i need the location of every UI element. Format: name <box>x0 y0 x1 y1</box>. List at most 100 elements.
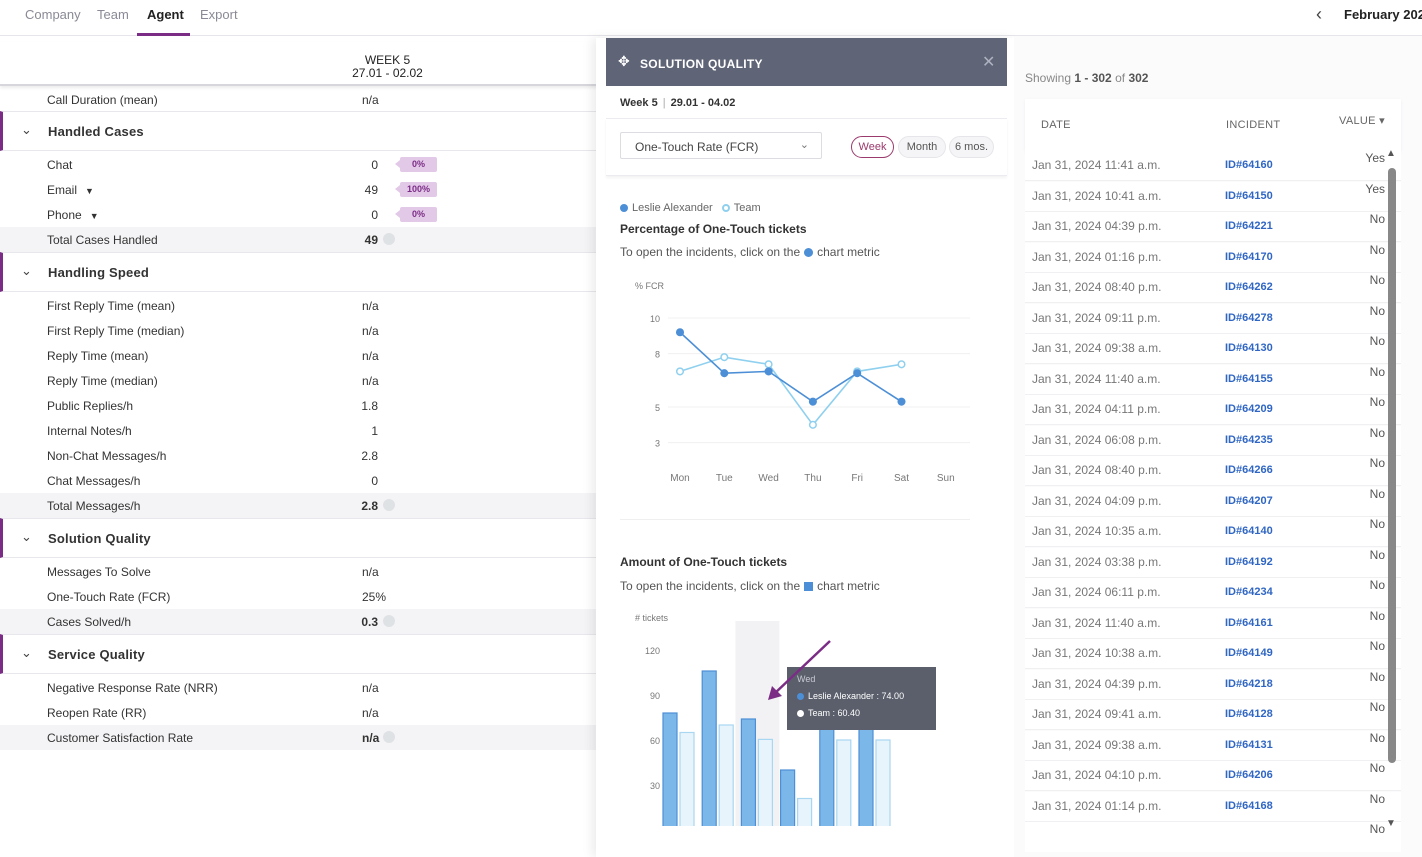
incident-id-link[interactable]: ID#64140 <box>1225 525 1273 537</box>
metric-row: Chat 0 0% <box>0 152 600 177</box>
section-header[interactable]: ⌄ Solution Quality <box>0 518 600 558</box>
table-row[interactable]: Jan 31, 2024 01:16 p.m. ID#64170 No <box>1025 242 1401 273</box>
period-week-button[interactable]: Week <box>851 136 894 158</box>
table-row[interactable]: Jan 31, 2024 10:35 a.m. ID#64140 No <box>1025 517 1401 547</box>
table-row[interactable]: Jan 31, 2024 04:10 p.m. ID#64206 No <box>1025 761 1401 791</box>
incident-id-link[interactable]: ID#64192 <box>1225 555 1273 568</box>
incident-id-link[interactable]: ID#64155 <box>1225 372 1273 385</box>
incident-id-link[interactable]: ID#64209 <box>1225 403 1273 415</box>
tab-agent[interactable]: Agent <box>147 7 184 22</box>
incident-value: No <box>1369 517 1385 531</box>
chevron-left-icon[interactable]: ‹ <box>1316 4 1322 24</box>
column-value[interactable]: VALUE ▾ <box>1339 115 1385 127</box>
bar-chart[interactable]: # tickets0306090120MonTueWedThuFriSatSun <box>620 606 980 826</box>
chevron-down-icon[interactable]: ⌄ <box>21 263 32 278</box>
metric-value: n/a <box>362 706 379 720</box>
caret-down-icon[interactable]: ▼ <box>89 211 99 221</box>
table-row[interactable]: Jan 31, 2024 09:11 p.m. ID#64278 No <box>1025 303 1401 334</box>
legend-team[interactable]: Team <box>733 202 761 214</box>
table-row[interactable]: Jan 31, 2024 04:11 p.m. ID#64209 No <box>1025 395 1401 425</box>
chevron-down-icon[interactable]: ⌄ <box>21 122 32 137</box>
table-row[interactable]: Jan 31, 2024 01:14 p.m. ID#64168 No <box>1025 791 1401 822</box>
incident-id-link[interactable]: ID#64150 <box>1225 189 1273 202</box>
tab-company[interactable]: Company <box>25 7 81 22</box>
table-row[interactable]: Jan 31, 2024 08:40 p.m. ID#64266 No <box>1025 456 1401 486</box>
table-row[interactable]: Jan 31, 2024 11:41 a.m. ID#64160 Yes <box>1025 151 1401 181</box>
incident-id-link[interactable]: ID#64131 <box>1225 738 1273 751</box>
caret-down-icon[interactable]: ▼ <box>85 186 94 196</box>
table-row[interactable]: Jan 31, 2024 06:11 p.m. ID#64234 No <box>1025 578 1401 608</box>
tab-export[interactable]: Export <box>200 7 238 22</box>
table-row[interactable]: Jan 31, 2024 09:38 a.m. ID#64131 No <box>1025 730 1401 761</box>
incident-id-link[interactable]: ID#64161 <box>1225 616 1273 629</box>
chevron-down-icon[interactable]: ⌄ <box>21 645 32 660</box>
metric-value: 1 <box>371 424 378 438</box>
incident-id-link[interactable]: ID#64149 <box>1225 647 1273 659</box>
table-row[interactable]: Jan 31, 2024 03:38 p.m. ID#64192 No <box>1025 547 1401 578</box>
table-row[interactable]: Jan 31, 2024 11:40 a.m. ID#64161 No <box>1025 608 1401 639</box>
incident-id-link[interactable]: ID#64170 <box>1225 250 1273 263</box>
incident-id-link[interactable]: ID#64235 <box>1225 433 1273 446</box>
incident-id-link[interactable]: ID#64206 <box>1225 769 1273 781</box>
chevron-down-icon[interactable]: ⌄ <box>21 529 32 544</box>
table-row[interactable]: Jan 31, 2024 10:38 a.m. ID#64149 No <box>1025 639 1401 669</box>
table-row[interactable]: Jan 31, 2024 06:08 p.m. ID#64235 No <box>1025 425 1401 456</box>
incident-value: No <box>1369 212 1385 226</box>
incident-id-link[interactable]: ID#64234 <box>1225 586 1273 598</box>
y-axis-label: % FCR <box>635 281 665 291</box>
close-icon[interactable]: ✕ <box>982 54 996 71</box>
period-month-button[interactable]: Month <box>898 136 946 158</box>
metric-value: n/a <box>362 299 379 313</box>
incident-id-link[interactable]: ID#64266 <box>1225 464 1273 476</box>
table-row[interactable]: Jan 31, 2024 04:09 p.m. ID#64207 No <box>1025 486 1401 517</box>
metric-value: 25% <box>362 590 387 604</box>
column-incident[interactable]: INCIDENT <box>1226 119 1281 131</box>
section-header[interactable]: ⌄ Service Quality <box>0 634 600 674</box>
table-row[interactable]: Jan 31, 2024 04:39 p.m. ID#64218 No <box>1025 669 1401 700</box>
section-header[interactable]: ⌄ Handling Speed <box>0 252 600 292</box>
share-badge: 100% <box>395 182 437 197</box>
scroll-up-icon[interactable]: ▲ <box>1386 148 1396 159</box>
incident-value: No <box>1369 273 1385 287</box>
legend-agent[interactable]: Leslie Alexander <box>632 202 713 214</box>
table-row[interactable]: Jan 31, 2024 09:38 a.m. ID#64130 No <box>1025 334 1401 364</box>
incident-value: No <box>1369 334 1385 348</box>
scrollbar-thumb[interactable] <box>1388 168 1396 763</box>
move-icon[interactable]: ✥ <box>618 53 630 69</box>
table-row[interactable]: Jan 31, 2024 10:41 a.m. ID#64150 Yes <box>1025 181 1401 212</box>
data-point <box>764 360 773 369</box>
incident-id-link[interactable]: ID#64160 <box>1225 159 1273 171</box>
modal-header[interactable]: ✥ SOLUTION QUALITY ✕ <box>606 38 1007 86</box>
metric-value: n/a <box>362 349 379 363</box>
table-row[interactable]: Jan 31, 2024 11:40 a.m. ID#64155 No <box>1025 364 1401 395</box>
period-6mos-button[interactable]: 6 mos. <box>949 136 994 158</box>
incident-date: Jan 31, 2024 09:38 a.m. <box>1032 341 1162 355</box>
column-date[interactable]: DATE <box>1041 119 1071 131</box>
table-row[interactable]: Jan 31, 2024 08:40 p.m. ID#64262 No <box>1025 273 1401 303</box>
metric-label: Reply Time (median) <box>47 374 158 388</box>
metric-label: Reopen Rate (RR) <box>47 706 147 720</box>
incident-id-link[interactable]: ID#64262 <box>1225 281 1273 293</box>
section-header[interactable]: ⌄ Handled Cases <box>0 111 600 151</box>
scroll-down-icon[interactable]: ▼ <box>1386 818 1396 829</box>
tab-team[interactable]: Team <box>97 7 129 22</box>
metric-select[interactable]: One-Touch Rate (FCR) ⌄ <box>620 132 822 159</box>
incident-id-link[interactable]: ID#64168 <box>1225 799 1273 812</box>
incident-id-link[interactable]: ID#64221 <box>1225 220 1273 232</box>
metric-select-value: One-Touch Rate (FCR) <box>635 140 759 154</box>
table-row[interactable]: Jan 31, 2024 09:41 a.m. ID#64128 No <box>1025 700 1401 730</box>
incident-id-link[interactable]: ID#64218 <box>1225 677 1273 690</box>
incident-id-link[interactable]: ID#64128 <box>1225 708 1273 720</box>
incident-id-link[interactable]: ID#64278 <box>1225 311 1273 324</box>
incident-date: Jan 31, 2024 06:11 p.m. <box>1032 585 1161 599</box>
incident-id-link[interactable]: ID#64130 <box>1225 342 1273 354</box>
annotation-arrow <box>768 640 831 700</box>
incidents-scrollbar[interactable]: ▲ ▼ <box>1386 148 1398 829</box>
incident-date: Jan 31, 2024 04:09 p.m. <box>1032 493 1162 508</box>
table-row[interactable]: Jan 31, 2024 04:39 p.m. ID#64221 No <box>1025 212 1401 242</box>
chart-legend: Leslie Alexander Team <box>620 202 761 214</box>
table-row[interactable]: No <box>1025 822 1401 852</box>
line-chart[interactable]: % FCR035810MonTueWedThuFriSatSun <box>620 273 980 488</box>
incident-id-link[interactable]: ID#64207 <box>1225 494 1273 507</box>
incident-date: Jan 31, 2024 10:35 a.m. <box>1032 524 1162 538</box>
